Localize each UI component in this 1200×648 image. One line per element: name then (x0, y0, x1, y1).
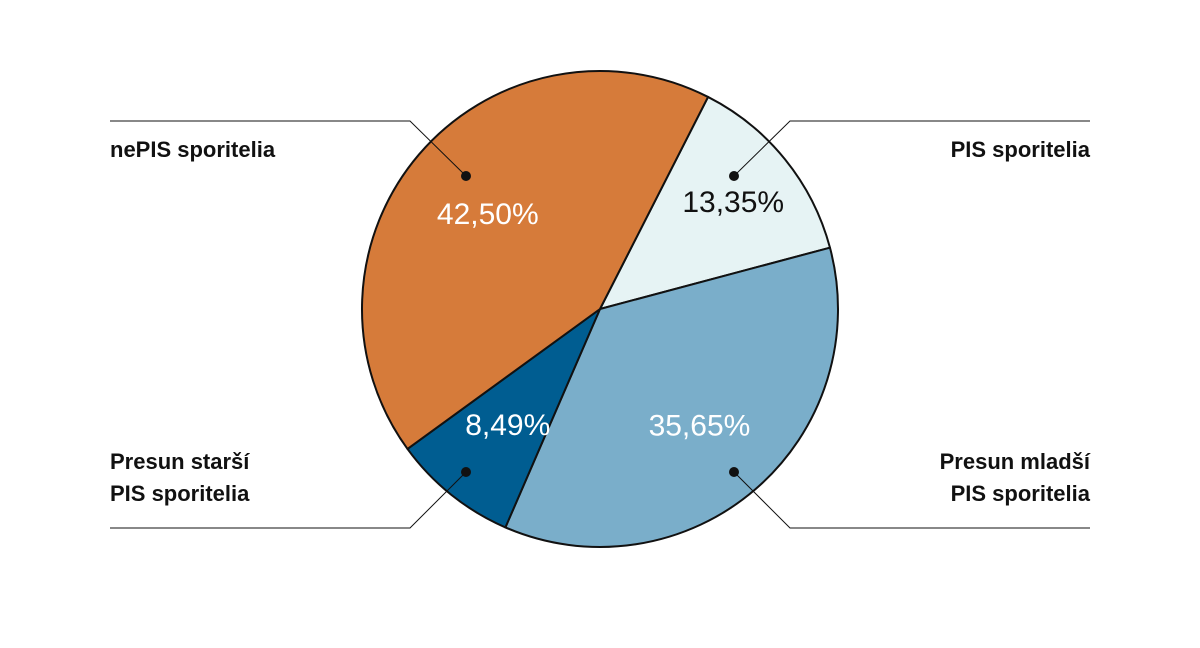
callout-dot (461, 171, 471, 181)
callout-dot (729, 467, 739, 477)
pie-slice (599, 95, 831, 310)
legend-label: PIS sporitelia (951, 137, 1091, 162)
slice-value-label: 13,35% (682, 186, 784, 219)
slice-value-label: 35,65% (649, 409, 751, 442)
callout-dot (461, 467, 471, 477)
pie-slices (361, 70, 839, 548)
slice-value-labels: 13,35% 35,65% 8,49% 42,50% (437, 186, 784, 442)
pie-slice (406, 308, 601, 529)
slice-value-label: 8,49% (465, 409, 550, 442)
slice-value-label: 42,50% (437, 198, 539, 231)
legend-label: nePIS sporitelia (110, 137, 276, 162)
callout-line (110, 471, 467, 529)
callout-line (733, 471, 1090, 529)
pie-slice (361, 70, 710, 450)
legend-label: Presun starší PIS sporitelia (110, 449, 250, 506)
pie-slice (504, 246, 839, 548)
callout-line (733, 120, 1090, 177)
callout-line (110, 120, 467, 177)
callouts: PIS sporitelia Presun mladší PIS sporiteli… (110, 120, 1091, 529)
callout-dot (729, 171, 739, 181)
legend-label: Presun mladší PIS sporitelia (940, 449, 1091, 506)
